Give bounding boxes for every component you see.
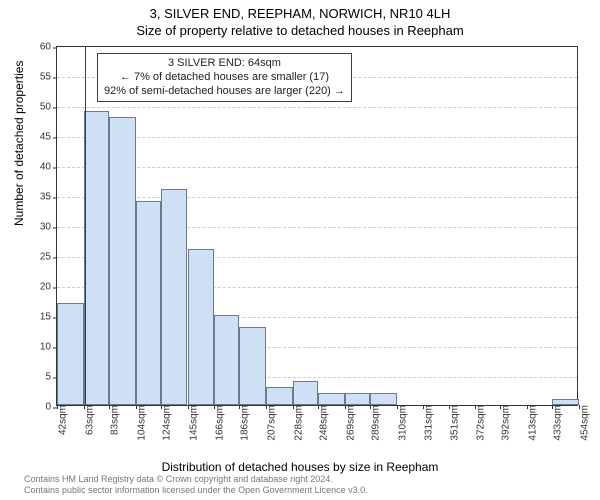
y-tick-label: 50 xyxy=(40,102,57,113)
histogram-bar xyxy=(188,249,215,405)
x-tick-label: 248sqm xyxy=(315,405,330,441)
chart-subtitle: Size of property relative to detached ho… xyxy=(0,23,600,38)
histogram-bar xyxy=(239,327,266,405)
attribution-line: Contains HM Land Registry data © Crown c… xyxy=(24,474,368,485)
x-tick-label: 269sqm xyxy=(341,405,356,441)
x-tick-label: 83sqm xyxy=(105,405,120,435)
y-tick-label: 15 xyxy=(40,312,57,323)
x-axis-label: Distribution of detached houses by size … xyxy=(0,460,600,474)
y-tick-label: 30 xyxy=(40,222,57,233)
y-tick-label: 10 xyxy=(40,342,57,353)
x-tick-label: 289sqm xyxy=(366,405,381,441)
y-tick-label: 45 xyxy=(40,132,57,143)
chart-plot-area: 05101520253035404550556042sqm63sqm83sqm1… xyxy=(56,46,578,406)
histogram-bar xyxy=(293,381,318,405)
x-tick-label: 413sqm xyxy=(524,405,539,441)
y-tick-label: 40 xyxy=(40,162,57,173)
x-tick-label: 433sqm xyxy=(549,405,564,441)
histogram-bar xyxy=(161,189,188,405)
x-tick-label: 228sqm xyxy=(289,405,304,441)
histogram-bar xyxy=(266,387,293,405)
x-tick-label: 63sqm xyxy=(80,405,95,435)
attribution-line: Contains public sector information licen… xyxy=(24,485,368,496)
attribution-text: Contains HM Land Registry data © Crown c… xyxy=(24,474,368,496)
property-annotation-box: 3 SILVER END: 64sqm← 7% of detached hous… xyxy=(97,53,352,102)
histogram-bar xyxy=(109,117,136,405)
x-tick-label: 186sqm xyxy=(236,405,251,441)
annotation-line: 3 SILVER END: 64sqm xyxy=(104,57,345,71)
y-tick-label: 60 xyxy=(40,42,57,53)
y-axis-label: Number of detached properties xyxy=(12,61,26,226)
y-tick-label: 55 xyxy=(40,72,57,83)
x-tick-label: 454sqm xyxy=(576,405,591,441)
histogram-bar xyxy=(370,393,397,405)
y-tick-label: 20 xyxy=(40,282,57,293)
chart-title-address: 3, SILVER END, REEPHAM, NORWICH, NR10 4L… xyxy=(0,6,600,21)
annotation-line: 92% of semi-detached houses are larger (… xyxy=(104,85,345,99)
histogram-bar xyxy=(214,315,239,405)
x-tick-label: 42sqm xyxy=(54,405,69,435)
x-tick-label: 207sqm xyxy=(263,405,278,441)
x-tick-label: 166sqm xyxy=(211,405,226,441)
x-tick-label: 145sqm xyxy=(184,405,199,441)
x-tick-label: 310sqm xyxy=(393,405,408,441)
histogram-bar xyxy=(318,393,345,405)
x-tick-label: 351sqm xyxy=(445,405,460,441)
x-tick-label: 124sqm xyxy=(157,405,172,441)
annotation-line: ← 7% of detached houses are smaller (17) xyxy=(104,71,345,85)
x-tick-label: 392sqm xyxy=(497,405,512,441)
x-tick-label: 372sqm xyxy=(472,405,487,441)
y-tick-label: 5 xyxy=(45,372,57,383)
histogram-bar xyxy=(136,201,161,405)
x-tick-label: 331sqm xyxy=(420,405,435,441)
histogram-bar xyxy=(84,111,109,405)
gridline xyxy=(57,107,577,108)
y-tick-label: 35 xyxy=(40,192,57,203)
y-tick-label: 25 xyxy=(40,252,57,263)
histogram-bar xyxy=(345,393,370,405)
histogram-bar xyxy=(57,303,84,405)
property-marker-line xyxy=(85,47,86,405)
x-tick-label: 104sqm xyxy=(132,405,147,441)
